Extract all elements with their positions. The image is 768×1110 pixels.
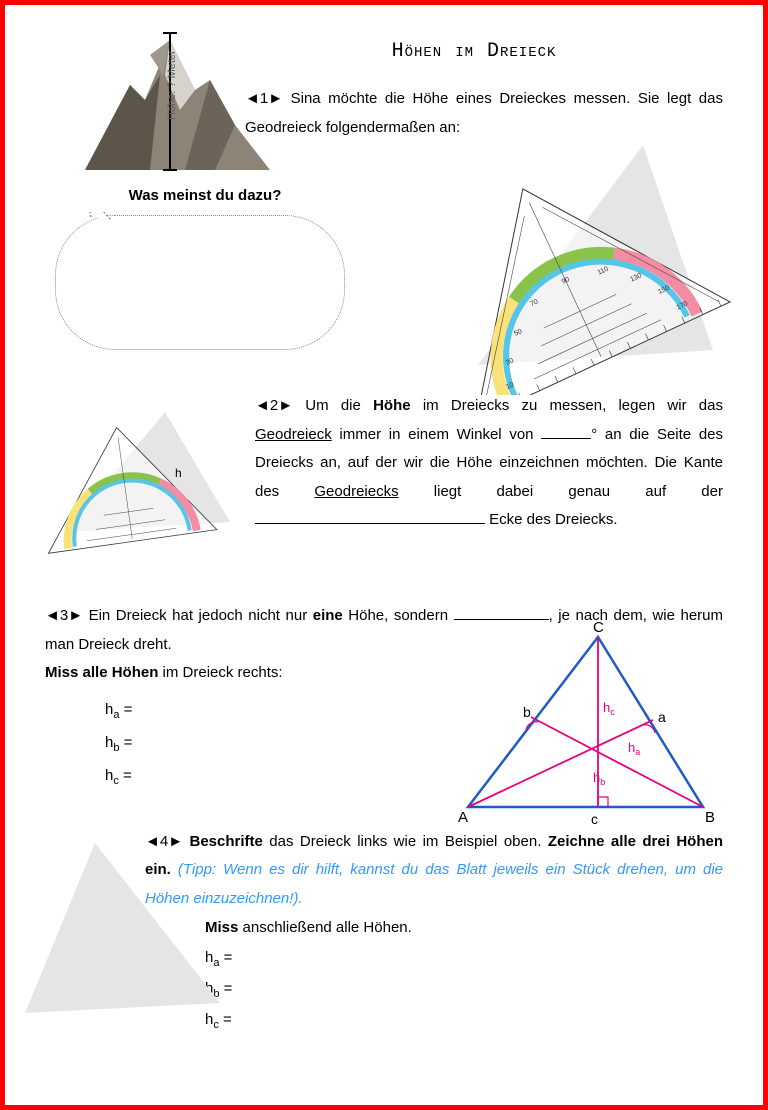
page-title: Höhen im Dreieck — [225, 33, 723, 71]
blank-count — [454, 606, 549, 620]
task2-section: h ◄2► Um die Höhe im Dreiecks zu messen,… — [45, 392, 723, 572]
task4-heights: Miss anschließend alle Höhen. ha = hb = … — [205, 913, 723, 1036]
blank-angle — [541, 425, 591, 439]
svg-text:Höhe: ? Meter: Höhe: ? Meter — [166, 50, 178, 120]
task2-marker: ◄2► — [255, 397, 293, 414]
task3-section: ◄3► Ein Dreieck hat jedoch nicht nur ein… — [45, 602, 723, 793]
blank-triangle-illustration — [20, 838, 240, 1018]
task4-section: ◄4► Beschrifte das Dreieck links wie im … — [45, 828, 723, 1037]
vertex-A: A — [458, 809, 468, 826]
worksheet-page: Höhe: ? Meter Höhen im Dreieck ◄1► Sina … — [0, 0, 768, 1110]
mountain-illustration: Höhe: ? Meter — [75, 25, 275, 175]
geodreieck-big-illustration: 1030 5070 90110 130150 170 — [413, 135, 743, 395]
hb-row-4: hb = — [205, 974, 723, 1005]
side-a: a — [658, 709, 666, 725]
blank-corner — [255, 510, 485, 524]
task1-body: Sina möchte die Höhe eines Dreieckes mes… — [245, 90, 723, 136]
ha-row-4: ha = — [205, 943, 723, 974]
vertex-C: C — [593, 622, 604, 636]
side-c: c — [591, 811, 598, 827]
vertex-B: B — [705, 809, 715, 826]
label-hc: hc — [603, 700, 615, 717]
geodreieck-small-illustration: h — [35, 392, 235, 557]
svg-text:h: h — [175, 466, 182, 480]
task2-text: ◄2► Um die Höhe im Dreiecks zu messen, l… — [255, 392, 723, 535]
task3-marker: ◄3► — [45, 607, 83, 624]
triangle-heights-diagram: A B C b a c hc ha hb — [443, 622, 723, 832]
label-ha: ha — [628, 740, 640, 757]
task1-text: ◄1► Sina möchte die Höhe eines Dreieckes… — [245, 85, 723, 142]
label-hb: hb — [593, 770, 605, 787]
hc-row-4: hc = — [205, 1005, 723, 1036]
speech-tail-icon — [86, 212, 126, 242]
side-b: b — [523, 704, 531, 720]
speech-title: Was meinst du dazu? — [55, 182, 355, 211]
speech-bubble — [55, 215, 345, 350]
